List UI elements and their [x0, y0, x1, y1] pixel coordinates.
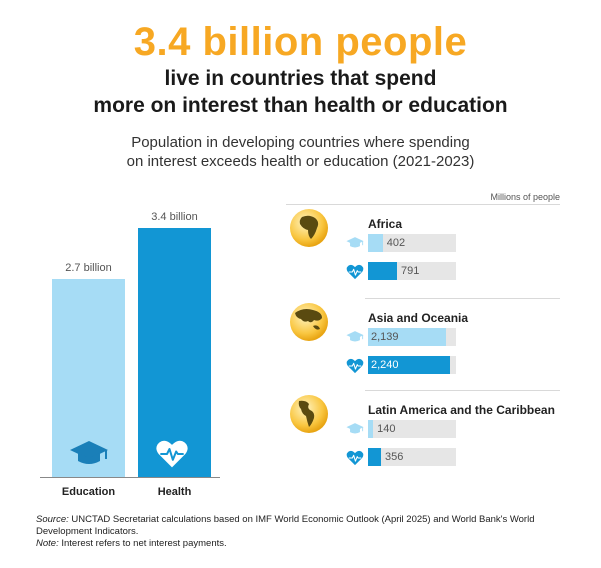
units-divider	[286, 204, 560, 205]
note-text: Interest refers to net interest payments…	[58, 538, 227, 549]
bar-value-label: 2.7 billion	[65, 262, 112, 275]
globe-asia-icon	[289, 302, 329, 342]
vertical-bar-chart: 2.7 billion Education 3.4 billion Health	[0, 0, 260, 510]
heart-pulse-icon	[346, 358, 364, 374]
headline: 3.4 billion people	[133, 20, 468, 64]
bar-track	[368, 448, 456, 466]
units-label: Millions of people	[490, 192, 560, 202]
region-name: Asia and Oceania	[368, 311, 469, 325]
region-divider	[365, 390, 560, 391]
interest-note: Note: Interest refers to net interest pa…	[36, 538, 576, 550]
bar-value-label: 791	[401, 265, 420, 277]
source-text: UNCTAD Secretariat calculations based on…	[36, 514, 535, 537]
intro-line-2: on interest exceeds health or education …	[126, 153, 475, 170]
bar-health	[368, 356, 451, 374]
graduation-cap-icon	[346, 236, 364, 252]
footer: Source: UNCTAD Secretariat calculations …	[36, 514, 576, 550]
graduation-cap-icon	[346, 330, 364, 346]
category-label: Education	[61, 486, 116, 498]
intro-line-1: Population in developing countries where…	[131, 134, 470, 151]
bar-value-label: 2,139	[371, 331, 399, 343]
region-divider	[365, 298, 560, 299]
region-name: Africa	[368, 217, 403, 231]
bar-education	[368, 328, 447, 346]
globe-africa-icon	[289, 208, 329, 248]
chart-baseline	[40, 477, 220, 478]
graduation-cap-icon	[69, 439, 109, 471]
bar-track	[368, 234, 456, 252]
bar-value-label: 2,240	[371, 359, 399, 371]
category-label: Health	[157, 486, 192, 498]
bar-education	[368, 234, 383, 252]
region-name: Latin America and the Caribbean	[368, 403, 555, 417]
bar-value-label: 3.4 billion	[151, 211, 198, 223]
source-note: Source: UNCTAD Secretariat calculations …	[36, 514, 576, 538]
bar-track	[368, 420, 456, 438]
heart-pulse-icon	[346, 450, 364, 466]
bar-value-label: 356	[385, 451, 404, 463]
note-label: Note:	[36, 538, 59, 549]
bar-health	[368, 448, 382, 466]
graduation-cap-icon	[346, 422, 364, 438]
heart-pulse-icon	[155, 439, 195, 471]
source-label: Source:	[36, 514, 69, 525]
heart-pulse-icon	[346, 264, 364, 280]
subhead-line-2: more on interest than health or educatio…	[93, 94, 508, 117]
subhead-line-1: live in countries that spend	[164, 67, 437, 90]
bar-education	[368, 420, 374, 438]
bar-health	[368, 262, 397, 280]
globe-americas-icon	[289, 394, 329, 434]
bar-value-label: 402	[386, 237, 406, 249]
bar-value-label: 140	[377, 423, 396, 435]
bar-health	[138, 228, 211, 477]
